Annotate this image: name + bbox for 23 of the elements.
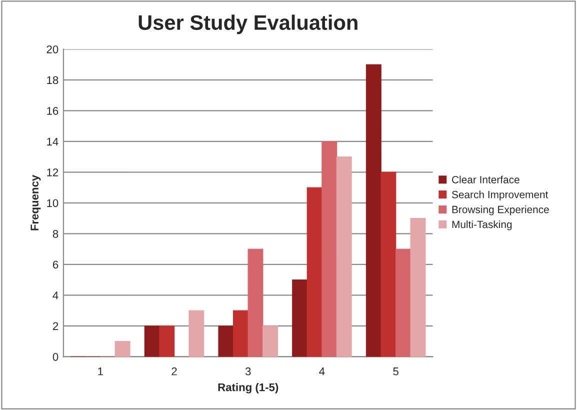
y-tick-label: 14	[47, 138, 58, 146]
x-tick-label: 5	[393, 368, 398, 376]
y-tick-label: 12	[47, 168, 58, 176]
x-tick-label: 3	[245, 367, 251, 376]
y-tick-label: 18	[47, 76, 58, 84]
legend-label: Browsing Experience	[452, 206, 549, 216]
y-tick-label: 20	[46, 45, 58, 54]
y-tick-label: 0	[52, 352, 58, 361]
legend-label: Clear Interface	[452, 176, 520, 184]
y-axis-title: Frequency	[30, 174, 41, 230]
legend-label: Search Improvement	[452, 190, 548, 200]
x-tick-label: 2	[172, 367, 177, 376]
chart-title: User Study Evaluation	[138, 14, 358, 34]
y-tick-label: 8	[52, 230, 58, 238]
x-tick-label: 1	[98, 368, 103, 376]
y-tick-label: 2	[52, 322, 58, 330]
y-tick-label: 10	[47, 199, 58, 208]
x-axis-title: Rating (1-5)	[218, 383, 278, 394]
legend-label: Multi-Tasking	[452, 220, 512, 230]
y-tick-label: 6	[52, 260, 58, 269]
y-tick-label: 16	[47, 106, 58, 115]
y-tick-label: 4	[52, 292, 58, 300]
x-tick-label: 4	[319, 368, 325, 376]
